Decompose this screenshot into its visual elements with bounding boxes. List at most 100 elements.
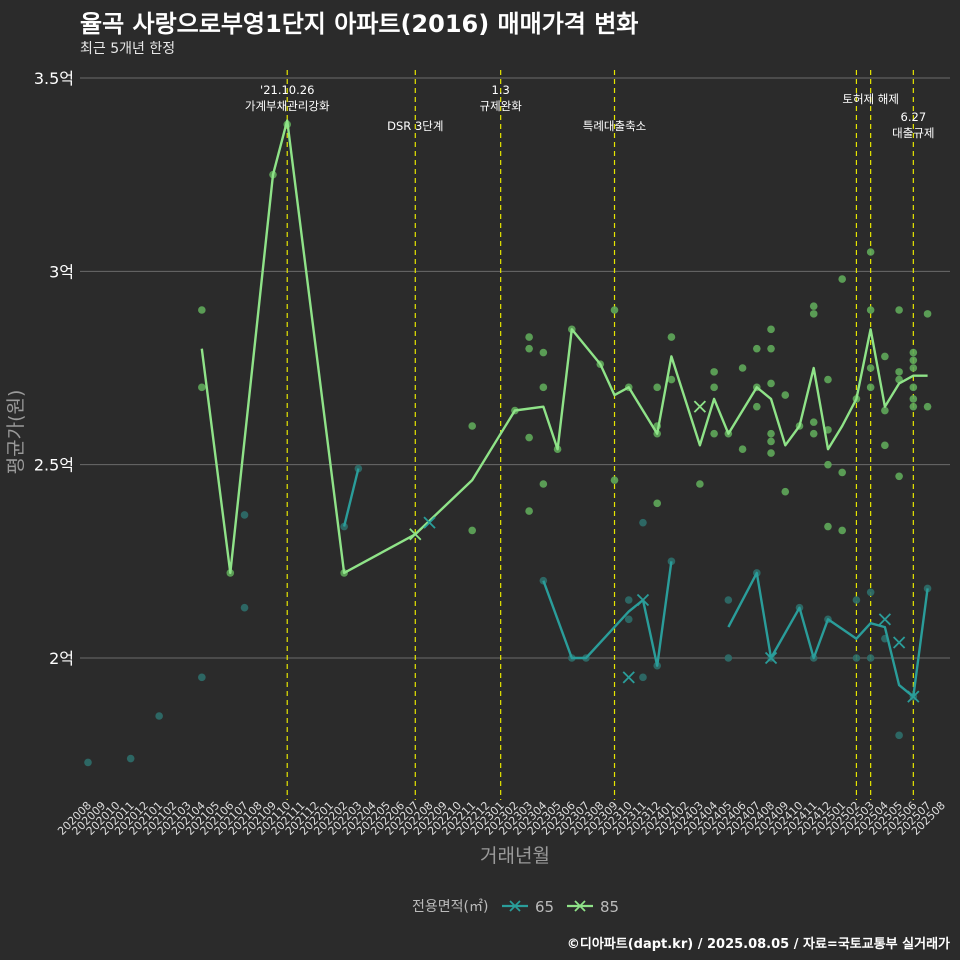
x-marker-85 — [693, 400, 707, 413]
data-point-85 — [781, 391, 790, 399]
data-point-65 — [724, 654, 733, 662]
data-point-85 — [767, 429, 775, 438]
data-point-85 — [909, 395, 918, 403]
y-axis-title: 평균가(원) — [5, 390, 27, 475]
data-point-85 — [738, 364, 747, 372]
data-point-85 — [824, 375, 832, 384]
data-point-85 — [881, 441, 889, 450]
source-caption: ©디아파트(dapt.kr) / 2025.08.05 / 자료=국토교통부 실… — [566, 937, 950, 952]
data-point-85 — [753, 402, 761, 411]
event-annotation: 토허제 해제 — [842, 92, 899, 106]
data-point-85 — [909, 356, 918, 365]
data-point-85 — [923, 402, 932, 411]
data-point-65 — [852, 654, 861, 662]
data-point-65 — [724, 596, 733, 604]
data-point-85 — [809, 310, 818, 318]
data-point-85 — [753, 344, 761, 353]
data-point-65 — [624, 615, 633, 624]
y-tick-label: 2억 — [49, 649, 74, 668]
data-point-85 — [809, 302, 818, 310]
data-point-85 — [667, 333, 676, 341]
data-point-85 — [809, 418, 818, 426]
x-marker-65 — [764, 651, 778, 665]
x-marker-65 — [636, 593, 650, 607]
data-point-65 — [240, 603, 249, 612]
data-point-85 — [710, 368, 718, 376]
chart-subtitle: 최근 5개년 한정 — [80, 41, 176, 57]
data-point-85 — [881, 352, 889, 361]
data-point-85 — [525, 507, 533, 515]
data-point-85 — [525, 433, 533, 442]
data-point-85 — [667, 375, 676, 384]
x-marker-65 — [878, 613, 892, 626]
event-annotation: 1.3 — [492, 83, 510, 97]
x-axis-title: 거래년월 — [480, 845, 550, 867]
data-point-65 — [240, 511, 249, 519]
data-point-85 — [767, 379, 775, 388]
data-point-65 — [624, 596, 633, 604]
data-point-85 — [610, 306, 619, 314]
data-point-65 — [84, 758, 92, 767]
data-point-85 — [838, 526, 846, 535]
series-line-65 — [727, 571, 929, 698]
y-tick-label: 2.5억 — [34, 456, 74, 475]
data-point-85 — [696, 480, 704, 488]
data-point-85 — [468, 526, 477, 535]
data-point-85 — [653, 499, 661, 508]
y-tick-label: 3억 — [49, 262, 74, 281]
data-point-85 — [198, 383, 206, 392]
event-annotation: 규제완화 — [480, 99, 523, 113]
data-point-85 — [468, 422, 477, 430]
data-point-85 — [895, 306, 903, 314]
data-point-85 — [866, 383, 875, 392]
data-point-85 — [525, 333, 533, 341]
data-point-65 — [866, 654, 875, 662]
data-point-85 — [824, 460, 832, 469]
data-point-85 — [909, 402, 918, 411]
data-point-85 — [767, 449, 775, 457]
data-point-65 — [866, 588, 875, 597]
data-point-65 — [639, 673, 647, 682]
data-point-85 — [866, 248, 875, 256]
data-point-85 — [710, 383, 718, 392]
data-point-85 — [738, 445, 747, 454]
data-point-85 — [525, 344, 533, 353]
x-marker-85 — [409, 528, 422, 541]
data-point-85 — [653, 383, 661, 392]
legend-label: 85 — [600, 898, 619, 916]
data-point-85 — [610, 476, 619, 484]
data-point-65 — [852, 596, 861, 604]
data-point-85 — [838, 275, 846, 283]
event-annotation: 가계부채관리강화 — [245, 99, 330, 113]
data-point-85 — [881, 406, 889, 415]
data-point-85 — [838, 468, 846, 477]
data-point-65 — [340, 522, 348, 531]
data-point-85 — [539, 348, 548, 357]
data-point-65 — [126, 754, 135, 763]
data-point-85 — [866, 364, 875, 372]
data-point-85 — [767, 437, 775, 446]
series-line-85 — [200, 119, 928, 575]
chart-title: 율곡 사랑으로부영1단지 아파트(2016) 매매가격 변화 — [80, 10, 639, 38]
legend-title: 전용면적(㎡) — [412, 899, 488, 915]
data-point-85 — [909, 348, 918, 357]
event-annotation: 대출규제 — [892, 126, 934, 140]
event-annotation: DSR 3단계 — [387, 119, 443, 133]
data-point-85 — [767, 325, 775, 334]
data-point-65 — [639, 518, 647, 527]
data-point-85 — [895, 368, 903, 376]
data-point-85 — [809, 429, 818, 438]
data-point-85 — [866, 306, 875, 314]
data-point-85 — [923, 310, 932, 318]
y-tick-label: 3.5억 — [34, 69, 74, 88]
data-point-85 — [710, 429, 718, 438]
data-point-85 — [824, 522, 832, 531]
event-annotation: 6.27 — [901, 110, 927, 124]
data-point-85 — [539, 383, 548, 392]
event-annotation: '21.10.26 — [260, 83, 314, 97]
x-marker-65 — [892, 636, 906, 649]
data-point-85 — [767, 344, 775, 353]
legend-swatch-x — [509, 900, 521, 912]
data-point-85 — [909, 383, 918, 392]
